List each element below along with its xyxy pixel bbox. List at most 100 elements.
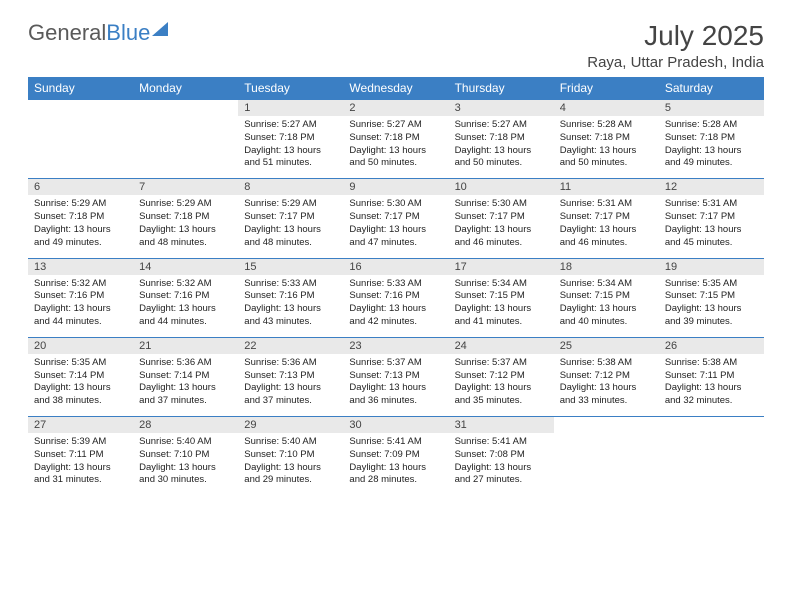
sunrise-line: Sunrise: 5:38 AM: [560, 357, 653, 370]
sunset-line: Sunset: 7:18 PM: [455, 132, 548, 145]
month-title: July 2025: [587, 20, 764, 52]
sunrise-line: Sunrise: 5:30 AM: [349, 198, 442, 211]
sunset-line: Sunset: 7:11 PM: [34, 449, 127, 462]
daylight-line: Daylight: 13 hours and 49 minutes.: [34, 224, 127, 250]
sunset-line: Sunset: 7:13 PM: [349, 370, 442, 383]
day-detail-cell: Sunrise: 5:28 AMSunset: 7:18 PMDaylight:…: [659, 116, 764, 179]
sunrise-line: Sunrise: 5:38 AM: [665, 357, 758, 370]
title-block: July 2025 Raya, Uttar Pradesh, India: [587, 20, 764, 71]
sunrise-line: Sunrise: 5:37 AM: [349, 357, 442, 370]
day-number-cell: 13: [28, 258, 133, 275]
sunset-line: Sunset: 7:10 PM: [244, 449, 337, 462]
sunset-line: Sunset: 7:17 PM: [244, 211, 337, 224]
sunrise-line: Sunrise: 5:40 AM: [244, 436, 337, 449]
daylight-line: Daylight: 13 hours and 48 minutes.: [244, 224, 337, 250]
day-number-cell: 1: [238, 100, 343, 117]
daylight-line: Daylight: 13 hours and 40 minutes.: [560, 303, 653, 329]
day-detail-cell: Sunrise: 5:41 AMSunset: 7:09 PMDaylight:…: [343, 433, 448, 495]
day-number-row: 6789101112: [28, 179, 764, 196]
daylight-line: Daylight: 13 hours and 42 minutes.: [349, 303, 442, 329]
daylight-line: Daylight: 13 hours and 33 minutes.: [560, 382, 653, 408]
day-number-cell: 28: [133, 417, 238, 434]
day-number-cell: 17: [449, 258, 554, 275]
day-number-cell: 3: [449, 100, 554, 117]
day-detail-cell: Sunrise: 5:36 AMSunset: 7:14 PMDaylight:…: [133, 354, 238, 417]
sunset-line: Sunset: 7:11 PM: [665, 370, 758, 383]
day-detail-cell: Sunrise: 5:34 AMSunset: 7:15 PMDaylight:…: [554, 275, 659, 338]
sunset-line: Sunset: 7:15 PM: [665, 290, 758, 303]
day-detail-row: Sunrise: 5:27 AMSunset: 7:18 PMDaylight:…: [28, 116, 764, 179]
day-number-cell: 20: [28, 337, 133, 354]
daylight-line: Daylight: 13 hours and 27 minutes.: [455, 462, 548, 488]
day-number-cell: 12: [659, 179, 764, 196]
daylight-line: Daylight: 13 hours and 49 minutes.: [665, 145, 758, 171]
logo-mark-icon: [152, 22, 168, 36]
sunset-line: Sunset: 7:17 PM: [560, 211, 653, 224]
sunset-line: Sunset: 7:12 PM: [455, 370, 548, 383]
day-detail-cell: Sunrise: 5:35 AMSunset: 7:14 PMDaylight:…: [28, 354, 133, 417]
logo-text-2: Blue: [106, 20, 150, 46]
day-number-cell: 30: [343, 417, 448, 434]
day-number-cell: 7: [133, 179, 238, 196]
sunset-line: Sunset: 7:16 PM: [349, 290, 442, 303]
sunrise-line: Sunrise: 5:28 AM: [560, 119, 653, 132]
day-number-cell: 16: [343, 258, 448, 275]
day-detail-cell: [28, 116, 133, 179]
weekday-header: Sunday: [28, 77, 133, 100]
weekday-header: Wednesday: [343, 77, 448, 100]
sunrise-line: Sunrise: 5:33 AM: [349, 278, 442, 291]
day-detail-cell: [554, 433, 659, 495]
sunrise-line: Sunrise: 5:37 AM: [455, 357, 548, 370]
day-detail-cell: Sunrise: 5:33 AMSunset: 7:16 PMDaylight:…: [238, 275, 343, 338]
day-number-cell: [659, 417, 764, 434]
sunrise-line: Sunrise: 5:39 AM: [34, 436, 127, 449]
sunrise-line: Sunrise: 5:32 AM: [139, 278, 232, 291]
weekday-header-row: SundayMondayTuesdayWednesdayThursdayFrid…: [28, 77, 764, 100]
sunrise-line: Sunrise: 5:30 AM: [455, 198, 548, 211]
daylight-line: Daylight: 13 hours and 39 minutes.: [665, 303, 758, 329]
daylight-line: Daylight: 13 hours and 29 minutes.: [244, 462, 337, 488]
sunset-line: Sunset: 7:18 PM: [665, 132, 758, 145]
day-number-cell: 15: [238, 258, 343, 275]
daylight-line: Daylight: 13 hours and 36 minutes.: [349, 382, 442, 408]
day-detail-cell: Sunrise: 5:38 AMSunset: 7:12 PMDaylight:…: [554, 354, 659, 417]
day-number-cell: 22: [238, 337, 343, 354]
day-detail-cell: [659, 433, 764, 495]
sunset-line: Sunset: 7:17 PM: [349, 211, 442, 224]
sunrise-line: Sunrise: 5:41 AM: [455, 436, 548, 449]
sunset-line: Sunset: 7:13 PM: [244, 370, 337, 383]
weekday-header: Saturday: [659, 77, 764, 100]
sunrise-line: Sunrise: 5:34 AM: [455, 278, 548, 291]
weekday-header: Monday: [133, 77, 238, 100]
location-label: Raya, Uttar Pradesh, India: [587, 54, 764, 71]
day-detail-cell: Sunrise: 5:35 AMSunset: 7:15 PMDaylight:…: [659, 275, 764, 338]
day-number-cell: 5: [659, 100, 764, 117]
sunset-line: Sunset: 7:17 PM: [455, 211, 548, 224]
daylight-line: Daylight: 13 hours and 35 minutes.: [455, 382, 548, 408]
day-detail-cell: Sunrise: 5:33 AMSunset: 7:16 PMDaylight:…: [343, 275, 448, 338]
daylight-line: Daylight: 13 hours and 50 minutes.: [349, 145, 442, 171]
daylight-line: Daylight: 13 hours and 43 minutes.: [244, 303, 337, 329]
day-number-cell: 19: [659, 258, 764, 275]
day-detail-row: Sunrise: 5:35 AMSunset: 7:14 PMDaylight:…: [28, 354, 764, 417]
day-detail-cell: Sunrise: 5:40 AMSunset: 7:10 PMDaylight:…: [133, 433, 238, 495]
day-detail-cell: Sunrise: 5:31 AMSunset: 7:17 PMDaylight:…: [554, 195, 659, 258]
day-detail-row: Sunrise: 5:29 AMSunset: 7:18 PMDaylight:…: [28, 195, 764, 258]
daylight-line: Daylight: 13 hours and 45 minutes.: [665, 224, 758, 250]
day-number-cell: 29: [238, 417, 343, 434]
daylight-line: Daylight: 13 hours and 44 minutes.: [34, 303, 127, 329]
day-number-cell: 23: [343, 337, 448, 354]
daylight-line: Daylight: 13 hours and 44 minutes.: [139, 303, 232, 329]
sunrise-line: Sunrise: 5:29 AM: [34, 198, 127, 211]
sunrise-line: Sunrise: 5:31 AM: [665, 198, 758, 211]
sunrise-line: Sunrise: 5:32 AM: [34, 278, 127, 291]
day-number-cell: 4: [554, 100, 659, 117]
day-detail-cell: Sunrise: 5:30 AMSunset: 7:17 PMDaylight:…: [449, 195, 554, 258]
day-number-cell: 8: [238, 179, 343, 196]
sunset-line: Sunset: 7:14 PM: [139, 370, 232, 383]
sunset-line: Sunset: 7:18 PM: [34, 211, 127, 224]
day-number-row: 2728293031: [28, 417, 764, 434]
sunset-line: Sunset: 7:16 PM: [139, 290, 232, 303]
sunrise-line: Sunrise: 5:41 AM: [349, 436, 442, 449]
day-detail-row: Sunrise: 5:32 AMSunset: 7:16 PMDaylight:…: [28, 275, 764, 338]
